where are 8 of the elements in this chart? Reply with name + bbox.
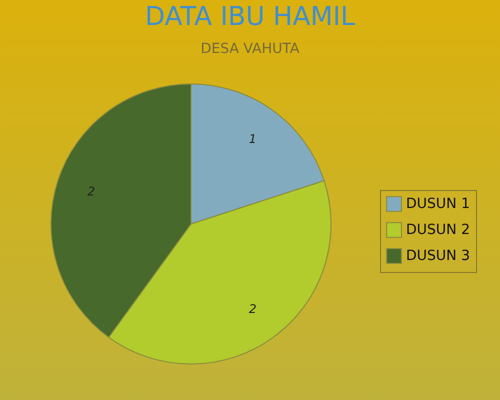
chart-title: DATA IBU HAMIL [145, 2, 356, 32]
legend-label: DUSUN 1 [406, 196, 470, 212]
data-label: 2 [248, 302, 257, 316]
legend-label: DUSUN 3 [406, 248, 470, 264]
data-label: 1 [248, 132, 257, 146]
chart-subtitle: DESA VAHUTA [200, 41, 300, 57]
data-label: 2 [87, 184, 95, 199]
legend-label: DUSUN 2 [406, 222, 470, 238]
